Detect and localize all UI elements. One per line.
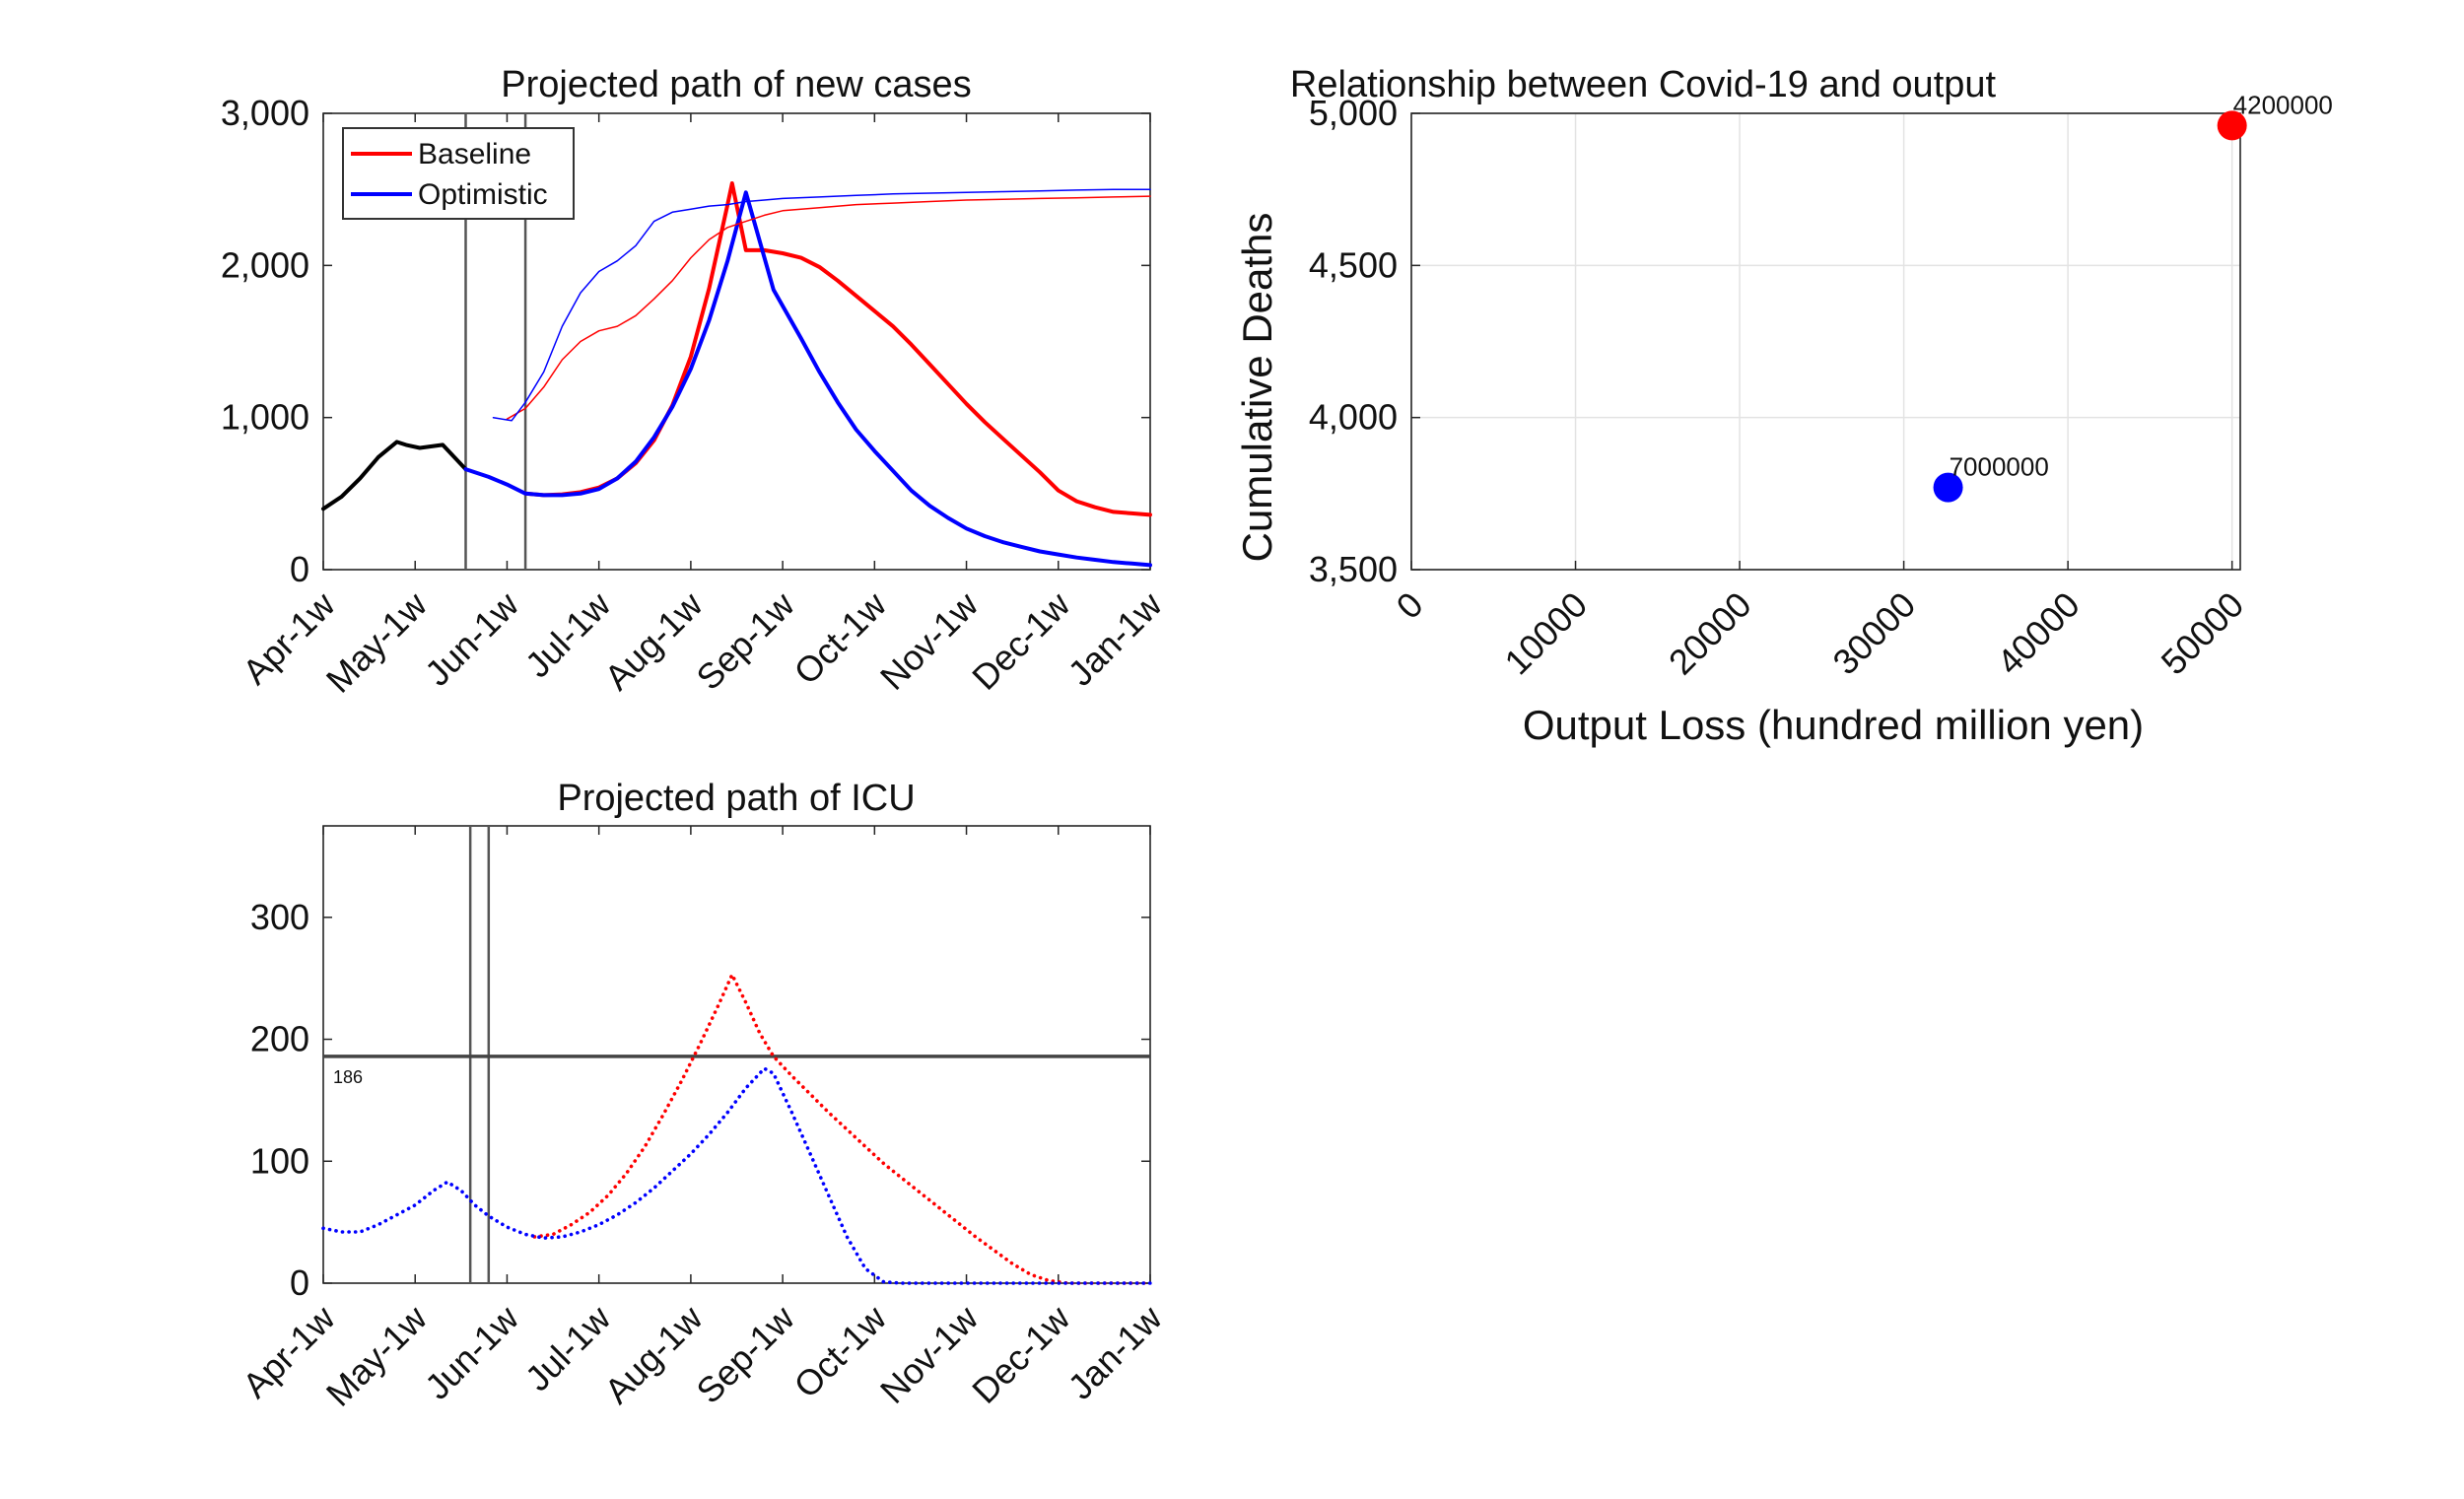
cases-y-tick-label: 0 bbox=[290, 549, 309, 589]
cases-chart-title: Projected path of new cases bbox=[501, 64, 971, 105]
tradeoff-point bbox=[2217, 110, 2247, 141]
cases-series-observed-line bbox=[321, 440, 468, 511]
icu-y-tick-label: 200 bbox=[250, 1019, 309, 1059]
icu-threshold-label: 186 bbox=[333, 1067, 363, 1087]
cases-series-blue-thin-line bbox=[492, 188, 1151, 422]
cases-axes-box bbox=[322, 112, 1151, 571]
icu-series-red-dotted-line bbox=[532, 973, 1152, 1285]
tradeoff-axes-box bbox=[1410, 112, 2241, 571]
icu-chart-title: Projected path of ICU bbox=[557, 778, 915, 819]
tradeoff-point bbox=[1933, 472, 1963, 503]
icu-y-tick-label: 0 bbox=[290, 1262, 309, 1303]
tradeoff-x-axis-label: Output Loss (hundred million yen) bbox=[1523, 702, 2144, 748]
cases-y-tick-label: 1,000 bbox=[221, 397, 309, 438]
cases-y-tick-label: 3,000 bbox=[221, 93, 309, 133]
legend-baseline-label: Baseline bbox=[418, 138, 531, 170]
icu-axes-box bbox=[322, 825, 1151, 1284]
cases-y-tick-label: 2,000 bbox=[221, 244, 309, 285]
icu-y-tick-label: 300 bbox=[250, 897, 309, 937]
icu-series-blue-dotted-line bbox=[321, 1066, 1152, 1285]
tradeoff-y-tick-label: 4,500 bbox=[1309, 244, 1398, 285]
tradeoff-chart-title: Relationship between Covid-19 and output bbox=[1290, 64, 1997, 105]
tradeoff-point-label: 7000000 bbox=[1950, 452, 2049, 482]
icu-y-tick-label: 100 bbox=[250, 1140, 309, 1181]
legend-optimistic-label: Optimistic bbox=[418, 178, 548, 211]
tradeoff-y-axis-label: Cumulative Deaths bbox=[1234, 213, 1280, 563]
cases-series-red-thin-line bbox=[506, 195, 1151, 420]
tradeoff-y-tick-label: 5,000 bbox=[1309, 93, 1398, 133]
tradeoff-y-tick-label: 3,500 bbox=[1309, 549, 1398, 589]
cases-legend: Baseline Optimistic bbox=[342, 127, 575, 220]
cases-series-optimistic-line bbox=[463, 190, 1152, 568]
tradeoff-point-label: 4200000 bbox=[2233, 90, 2333, 119]
tradeoff-y-tick-label: 4,000 bbox=[1309, 397, 1398, 438]
cases-legend-box bbox=[342, 127, 575, 220]
